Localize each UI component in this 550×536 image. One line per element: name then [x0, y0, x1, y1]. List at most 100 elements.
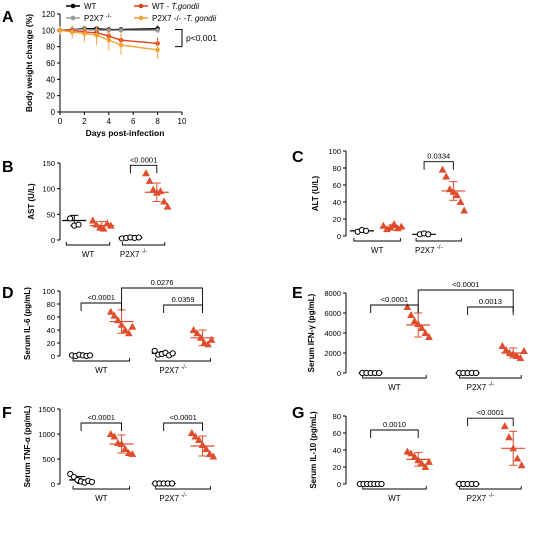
data-point: [502, 345, 510, 353]
group-label: WT: [388, 383, 401, 392]
column-2: [412, 230, 437, 238]
chart-g: 0 20 40 60 80 Serum IL-10 (pg/mL) WT P2X7 -/- 0.…: [309, 408, 526, 503]
data-point: [421, 328, 430, 336]
data-point: [168, 480, 176, 487]
data-point: [403, 302, 412, 310]
panel-letter-g: G: [292, 405, 304, 422]
data-point: [517, 461, 526, 469]
data-point: [505, 433, 513, 441]
column-2: [455, 480, 480, 488]
significance-bracket: [175, 29, 183, 48]
group-label: P2X7 -/-: [467, 382, 494, 392]
x-tick-label: 2: [82, 117, 87, 126]
data-point: [390, 220, 399, 228]
group-label: WT: [371, 246, 384, 255]
column-0: [67, 470, 95, 486]
column-1: [403, 447, 433, 470]
significance-bracket: [417, 289, 514, 312]
x-tick-label: 8: [155, 117, 160, 126]
chart-layer: 0 20 40 60 80 100 120 0 2 4 6 8 10 Days post-infectio…: [23, 2, 528, 503]
legend-label: WT: [84, 2, 97, 11]
group-label: P2X7 -/-: [467, 493, 494, 503]
p-value-label: <0.0001: [169, 413, 196, 422]
data-point: [106, 429, 115, 437]
data-point: [118, 28, 124, 33]
column-2: [151, 347, 176, 359]
y-tick-label: 100: [328, 147, 341, 156]
column-0: [62, 214, 87, 229]
column-3: [500, 422, 526, 469]
column-0: [349, 226, 374, 235]
legend: WT WT - T.gondii P2X7 -/- P2X7 -/- -T. gond…: [66, 2, 216, 23]
data-point: [202, 444, 211, 452]
y-tick-label: 20: [333, 215, 341, 224]
significance-bracket: [370, 429, 419, 438]
data-point: [117, 439, 126, 447]
group-label: WT: [82, 250, 95, 259]
data-point: [425, 457, 433, 465]
significance-bracket: [467, 306, 514, 315]
column-3: [187, 428, 218, 460]
group-bracket: [155, 486, 212, 490]
group-bracket: [121, 242, 166, 246]
group-label: WT: [388, 494, 401, 503]
y-tick-label: 40: [333, 198, 341, 207]
data-point: [456, 197, 465, 205]
y-tick-label: 8000: [324, 289, 341, 298]
data-point: [207, 335, 216, 343]
data-point: [114, 316, 122, 324]
data-point: [198, 440, 207, 448]
data-point: [149, 185, 158, 193]
data-point: [379, 221, 388, 229]
data-point: [88, 216, 97, 224]
group-bracket: [459, 375, 522, 379]
data-point: [75, 221, 82, 228]
data-point: [421, 462, 430, 470]
group-bracket: [415, 238, 462, 242]
y-tick-label: 60: [46, 59, 55, 68]
y-tick-label: 4000: [324, 329, 341, 338]
y-tick-label: 100: [42, 26, 56, 35]
significance-bracket: [129, 164, 158, 174]
data-point: [407, 449, 415, 457]
y-tick-label: 2000: [324, 349, 341, 358]
p-value-label: <0.0001: [477, 408, 504, 417]
data-point: [449, 187, 458, 195]
significance-bracket: [423, 161, 454, 170]
y-tick-label: 0: [337, 232, 341, 241]
data-point: [110, 311, 119, 319]
y-tick-label: 60: [47, 313, 55, 322]
panel-letter-b: B: [2, 159, 14, 176]
data-point: [191, 432, 200, 440]
data-point: [414, 456, 423, 464]
column-0: [358, 369, 383, 377]
data-point: [425, 332, 433, 340]
significance-bracket: [163, 422, 204, 431]
column-2: [455, 369, 480, 377]
data-point: [205, 449, 214, 457]
group-bracket: [65, 242, 111, 246]
y-tick-label: 0: [51, 480, 55, 489]
y-axis-label: Serum IL-6 (pg/mL): [23, 287, 32, 360]
chart-b: 0 50 100 150 AST (U/L) WT P2X7 -/- <0.0001: [27, 155, 172, 259]
data-point: [472, 480, 480, 488]
data-point: [160, 197, 168, 205]
group-bracket: [353, 238, 401, 242]
data-point: [106, 307, 115, 315]
y-tick-label: 0: [337, 369, 341, 378]
data-point: [397, 222, 406, 230]
group-bracket: [155, 358, 212, 362]
legend-label: WT - T.gondii: [152, 2, 199, 11]
panel-letter-e: E: [292, 285, 303, 302]
y-tick-label: 1000: [38, 430, 55, 439]
group-bracket: [362, 486, 427, 490]
y-tick-label: 6000: [324, 309, 341, 318]
data-point: [362, 227, 370, 234]
y-tick-label: 60: [333, 181, 341, 190]
y-tick-label: 100: [42, 185, 55, 194]
p-value-label: <0.0001: [88, 293, 115, 302]
data-point: [403, 447, 412, 455]
y-tick-label: 1500: [38, 405, 55, 414]
y-tick-label: 150: [42, 159, 55, 168]
p-value-label: 0.0013: [479, 297, 502, 306]
